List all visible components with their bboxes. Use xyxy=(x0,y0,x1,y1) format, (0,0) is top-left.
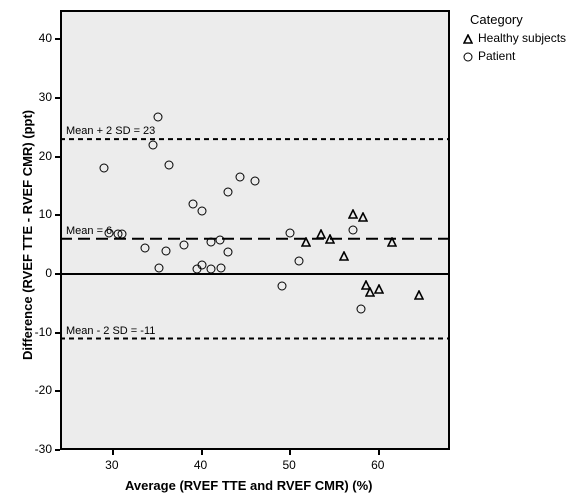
data-point-circle xyxy=(153,112,162,121)
y-tick-label: 40 xyxy=(39,31,52,45)
x-tick-label: 40 xyxy=(194,458,207,472)
data-point-circle xyxy=(197,261,206,270)
data-point-circle xyxy=(215,235,224,244)
data-point-circle xyxy=(165,161,174,170)
legend-marker-circle xyxy=(464,53,473,62)
data-point-circle xyxy=(155,264,164,273)
data-point-circle xyxy=(162,246,171,255)
x-tick xyxy=(112,450,114,455)
x-tick-label: 30 xyxy=(105,458,118,472)
legend-label: Patient xyxy=(478,49,515,63)
data-point-circle xyxy=(180,240,189,249)
y-tick-label: -20 xyxy=(35,383,52,397)
x-tick-label: 60 xyxy=(371,458,384,472)
data-point-triangle xyxy=(339,251,349,261)
x-axis-label: Average (RVEF TTE and RVEF CMR) (%) xyxy=(125,478,373,493)
x-tick xyxy=(201,450,203,455)
data-point-circle xyxy=(141,243,150,252)
data-point-triangle xyxy=(325,234,335,244)
y-tick-label: -10 xyxy=(35,325,52,339)
data-point-triangle xyxy=(387,237,397,247)
data-point-triangle xyxy=(358,212,368,222)
y-tick-label: 0 xyxy=(45,266,52,280)
data-point-circle xyxy=(251,177,260,186)
data-point-triangle xyxy=(301,237,311,247)
data-point-circle xyxy=(286,228,295,237)
y-axis-label: Difference (RVEF TTE - RVEF CMR) (ppt) xyxy=(20,110,35,360)
y-tick-label: 20 xyxy=(39,149,52,163)
data-point-circle xyxy=(217,264,226,273)
ref-line-label: Mean + 2 SD = 23 xyxy=(66,125,155,137)
legend-label: Healthy subjects xyxy=(478,31,566,45)
legend-title: Category xyxy=(470,12,523,27)
data-point-circle xyxy=(206,237,215,246)
ref-line-label: Mean - 2 SD = -11 xyxy=(66,325,155,337)
data-point-circle xyxy=(118,230,127,239)
data-point-circle xyxy=(224,187,233,196)
data-point-circle xyxy=(295,256,304,265)
y-tick-label: 10 xyxy=(39,207,52,221)
data-point-circle xyxy=(206,265,215,274)
data-point-circle xyxy=(197,206,206,215)
data-point-circle xyxy=(104,228,113,237)
legend-marker-triangle xyxy=(463,34,473,44)
data-point-circle xyxy=(224,247,233,256)
data-point-circle xyxy=(235,173,244,182)
data-point-circle xyxy=(188,199,197,208)
data-point-circle xyxy=(149,140,158,149)
y-tick-label: -30 xyxy=(35,442,52,456)
data-point-triangle xyxy=(374,284,384,294)
data-point-circle xyxy=(277,281,286,290)
x-tick xyxy=(289,450,291,455)
x-tick-label: 50 xyxy=(282,458,295,472)
data-point-circle xyxy=(100,164,109,173)
x-tick xyxy=(378,450,380,455)
data-point-triangle xyxy=(414,290,424,300)
y-tick-label: 30 xyxy=(39,90,52,104)
data-point-triangle xyxy=(348,209,358,219)
data-point-circle xyxy=(357,305,366,314)
data-point-circle xyxy=(348,226,357,235)
